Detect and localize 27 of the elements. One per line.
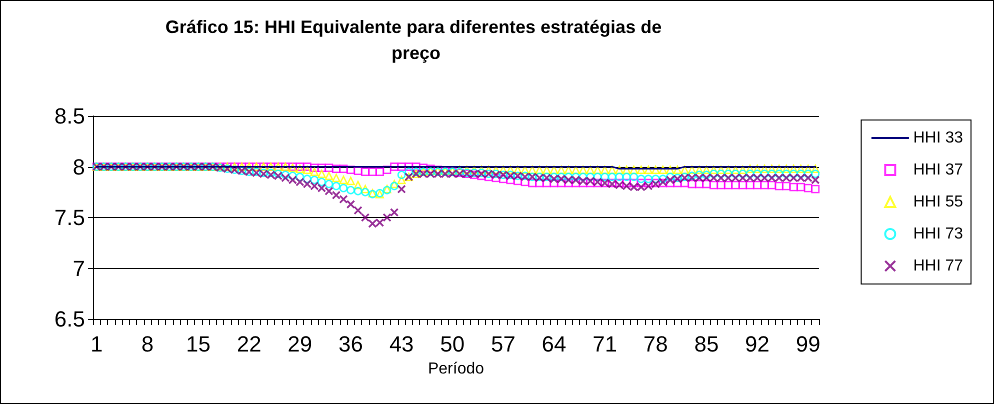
y-tick-label: 7.5 [54,205,85,230]
x-tick-label: 64 [542,332,566,356]
x-tick-label: 36 [338,332,363,356]
x-tick-label: 50 [440,332,465,356]
y-tick-label: 8 [72,154,85,180]
y-tick-label: 8.5 [54,104,85,128]
x-tick-label: 8 [141,332,154,356]
legend-label: HHI 33 [913,130,964,146]
x-tick-label: 92 [745,332,770,356]
x-tick-label: 1 [90,332,103,356]
x-tick-label: 57 [490,332,516,356]
x-tick-label: 85 [694,332,719,356]
x-tick-label: 29 [288,332,312,356]
y-tick-label: 7 [72,256,85,281]
legend-label: HHI 77 [913,258,964,274]
legend-label: HHI 73 [913,226,964,242]
x-tick-label: 78 [643,332,668,356]
legend-label: HHI 55 [913,194,964,210]
x-tick-label: 43 [389,332,414,356]
x-tick-label: 15 [186,332,211,356]
x-tick-label: 99 [796,332,820,356]
x-tick-label: 71 [592,332,618,356]
legend-label: HHI 37 [913,162,964,178]
chart-title: Gráfico 15: HHI Equivalente para diferentes estratégias de preço [165,17,667,63]
y-tick-label: 6.5 [54,306,85,332]
x-axis-title: Período [428,360,484,378]
x-tick-label: 22 [236,332,262,356]
